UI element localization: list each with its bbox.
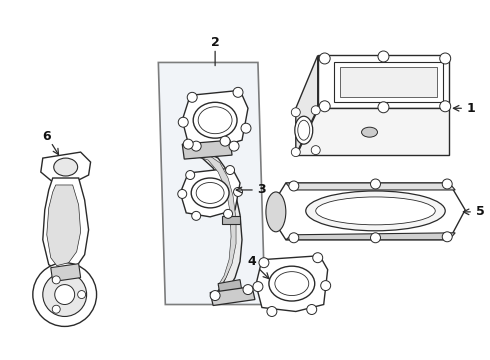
Ellipse shape	[191, 178, 229, 208]
Ellipse shape	[198, 107, 232, 134]
Ellipse shape	[306, 191, 445, 231]
Polygon shape	[51, 264, 81, 282]
Circle shape	[241, 123, 251, 133]
Circle shape	[223, 210, 233, 219]
Circle shape	[289, 233, 299, 243]
Circle shape	[210, 291, 220, 301]
Text: 5: 5	[476, 205, 485, 219]
Circle shape	[440, 53, 451, 64]
Ellipse shape	[193, 102, 237, 138]
Text: 3: 3	[258, 184, 266, 197]
Polygon shape	[158, 62, 265, 305]
Circle shape	[378, 51, 389, 62]
Circle shape	[292, 108, 300, 117]
Text: 6: 6	[43, 130, 51, 143]
Polygon shape	[41, 152, 91, 182]
Ellipse shape	[269, 266, 315, 301]
Circle shape	[442, 232, 452, 242]
Circle shape	[220, 136, 230, 146]
Circle shape	[292, 148, 300, 157]
Circle shape	[259, 258, 269, 268]
Polygon shape	[296, 55, 318, 155]
Circle shape	[370, 233, 380, 243]
Circle shape	[178, 117, 188, 127]
Ellipse shape	[295, 116, 313, 144]
Circle shape	[77, 291, 86, 298]
Polygon shape	[199, 153, 236, 288]
Polygon shape	[43, 178, 89, 272]
Polygon shape	[180, 168, 240, 217]
Circle shape	[289, 181, 299, 191]
Circle shape	[234, 188, 243, 197]
Ellipse shape	[316, 197, 435, 225]
Circle shape	[267, 306, 277, 316]
Text: 1: 1	[467, 102, 475, 115]
Polygon shape	[340, 67, 437, 97]
Circle shape	[55, 285, 74, 305]
Circle shape	[178, 189, 187, 198]
Polygon shape	[296, 108, 449, 155]
Ellipse shape	[275, 272, 309, 296]
Circle shape	[183, 139, 193, 149]
Circle shape	[191, 141, 201, 151]
Circle shape	[52, 276, 60, 284]
Circle shape	[187, 92, 197, 102]
Circle shape	[321, 280, 331, 291]
Ellipse shape	[266, 192, 286, 232]
Ellipse shape	[362, 127, 377, 137]
Circle shape	[311, 106, 320, 115]
Polygon shape	[182, 140, 232, 159]
Circle shape	[243, 285, 253, 294]
Circle shape	[370, 179, 380, 189]
Circle shape	[192, 211, 201, 220]
Circle shape	[52, 305, 60, 313]
Circle shape	[311, 146, 320, 154]
Polygon shape	[47, 185, 81, 266]
Circle shape	[442, 179, 452, 189]
Circle shape	[225, 166, 235, 175]
Circle shape	[253, 282, 263, 292]
Circle shape	[233, 87, 243, 97]
Circle shape	[313, 253, 323, 263]
Polygon shape	[268, 183, 465, 240]
Polygon shape	[286, 183, 455, 190]
Polygon shape	[256, 256, 328, 311]
Polygon shape	[222, 216, 240, 224]
Text: 4: 4	[247, 255, 256, 268]
Circle shape	[229, 141, 239, 151]
Polygon shape	[334, 62, 443, 102]
Polygon shape	[210, 287, 255, 306]
Polygon shape	[190, 144, 220, 158]
Polygon shape	[218, 280, 242, 296]
Polygon shape	[182, 90, 248, 148]
Circle shape	[43, 273, 87, 316]
Polygon shape	[318, 55, 449, 108]
Circle shape	[319, 53, 330, 64]
Ellipse shape	[196, 183, 224, 203]
Polygon shape	[192, 150, 242, 298]
Circle shape	[186, 171, 195, 180]
Circle shape	[319, 101, 330, 112]
Ellipse shape	[298, 120, 310, 140]
Ellipse shape	[54, 158, 77, 176]
Polygon shape	[286, 233, 455, 240]
Circle shape	[440, 101, 451, 112]
Text: 2: 2	[211, 36, 220, 49]
Circle shape	[307, 305, 317, 315]
Circle shape	[33, 263, 97, 327]
Circle shape	[378, 102, 389, 113]
